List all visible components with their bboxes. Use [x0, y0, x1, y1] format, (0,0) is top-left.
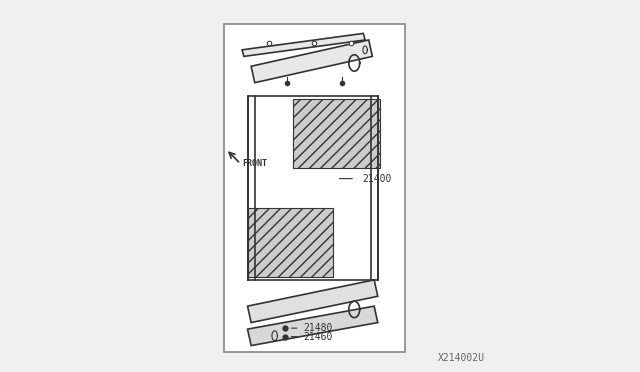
Text: 21460: 21460	[303, 332, 333, 341]
Text: X214002U: X214002U	[438, 353, 485, 363]
Bar	[224, 23, 405, 352]
Bar	[248, 208, 333, 276]
Bar	[292, 99, 380, 168]
Text: FRONT: FRONT	[243, 159, 268, 168]
Polygon shape	[251, 40, 372, 83]
Text: 21480: 21480	[303, 323, 333, 333]
Polygon shape	[248, 306, 378, 346]
Polygon shape	[248, 280, 378, 323]
Polygon shape	[242, 33, 365, 57]
Text: 21400: 21400	[362, 174, 392, 184]
